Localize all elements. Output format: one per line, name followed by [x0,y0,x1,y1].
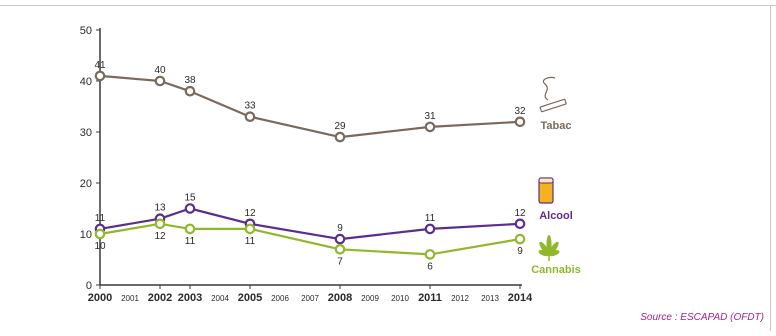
series-cannabis: 10 12 11 11 7 6 9 [94,218,526,272]
cigarette-body [539,98,567,113]
data-label-tabac: 38 [184,75,196,86]
x-tick-label-minor: 2006 [271,294,289,303]
data-label-cannabis: 6 [427,261,433,272]
series-layer: 41 40 38 33 29 31 32 11 13 15 12 9 11 12 10 12 11 11 7 6 9 [94,60,526,272]
data-point-cannabis [424,249,436,260]
data-point-alcool [184,203,196,214]
data-point-cannabis [94,228,106,240]
data-label-tabac: 41 [94,60,106,71]
x-tick-label: 2002 [148,292,172,304]
x-tick-label-minor: 2001 [121,294,139,303]
data-label-alcool: 12 [514,208,526,219]
x-tick-label-minor: 2010 [391,294,409,303]
data-point-cannabis [334,244,346,255]
y-tick-label: 0 [86,280,92,292]
series-label-alcool: Alcool [539,210,573,222]
data-point-tabac [244,111,256,122]
cigarette-smoke-icon [539,76,567,113]
y-tick-label: 20 [80,178,92,190]
x-tick-label-minor: 2013 [481,294,499,303]
data-label-alcool: 13 [154,203,166,214]
x-tick-label: 2008 [328,292,352,304]
y-tick-label: 10 [80,229,92,241]
data-label-cannabis: 9 [517,246,523,257]
data-point-tabac [94,70,106,82]
data-point-cannabis [514,233,526,245]
data-point-cannabis [244,223,256,235]
data-label-alcool: 9 [337,223,343,234]
data-label-alcool: 11 [425,213,436,224]
data-point-tabac [514,116,526,128]
x-tick-label-minor: 2004 [211,294,229,303]
data-point-alcool [514,218,526,230]
y-tick-label: 50 [80,25,92,37]
data-label-tabac: 33 [244,101,256,112]
data-label-alcool: 15 [184,193,196,204]
data-label-cannabis: 12 [154,231,166,242]
data-label-tabac: 40 [154,65,166,76]
data-point-tabac [334,131,346,143]
data-point-tabac [424,121,436,133]
x-tick-label: 2005 [238,292,262,304]
data-label-cannabis: 7 [337,256,343,267]
data-point-cannabis [184,223,196,235]
data-label-alcool: 11 [95,213,106,224]
x-tick-label: 2003 [178,292,202,304]
x-tick-label-minor: 2007 [301,294,319,303]
x-tick-label-minor: 2009 [361,294,379,303]
y-tick-label: 40 [80,76,92,88]
data-label-cannabis: 11 [245,236,256,247]
axes: 0 10 20 30 40 50 2000 2002 2003 2005 2008 2011 2014 2… [80,25,533,304]
data-label-cannabis: 10 [94,241,106,252]
x-tick-label: 2000 [88,292,112,304]
data-label-tabac: 29 [334,121,346,132]
cannabis-leaf-icon [538,235,560,261]
leaf-blade [539,241,550,256]
data-point-tabac [184,85,196,97]
data-label-tabac: 31 [424,111,436,122]
data-point-tabac [154,75,166,87]
series-tabac: 41 40 38 33 29 31 32 [94,60,526,143]
beer-glass-icon [538,177,554,204]
data-label-cannabis: 11 [185,236,196,247]
series-labels: Tabac Alcool Cannabis [531,76,581,276]
leaf-blade [548,250,560,257]
source-note: Source : ESCAPAD (OFDT) [640,312,764,323]
data-label-alcool: 12 [244,208,256,219]
data-point-alcool [334,233,346,245]
series-label-tabac: Tabac [541,120,572,132]
y-tick-label: 30 [80,127,92,139]
data-point-alcool [424,223,436,235]
series-label-cannabis: Cannabis [531,264,581,276]
x-tick-label-minor: 2012 [451,294,469,303]
x-tick-label: 2011 [418,292,442,304]
data-point-cannabis [154,218,166,230]
data-label-tabac: 32 [514,106,526,117]
glass-foam [538,177,554,184]
smoke-curl [542,76,556,101]
x-tick-label: 2014 [508,292,533,304]
